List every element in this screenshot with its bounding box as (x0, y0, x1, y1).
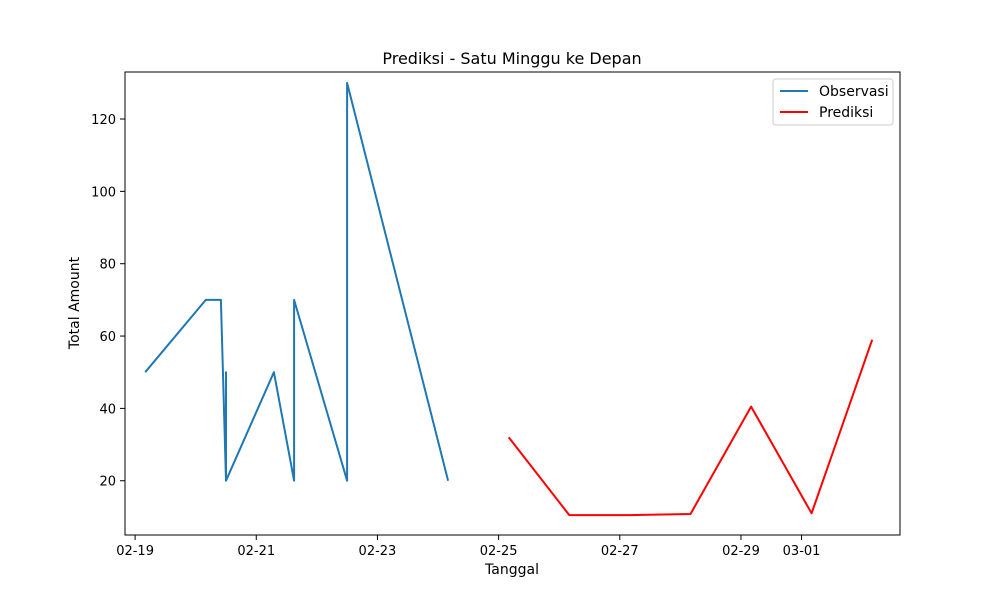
x-tick-label: 03-01 (783, 544, 821, 559)
x-tick-label: 02-25 (480, 544, 518, 559)
x-tick-label: 02-23 (359, 544, 397, 559)
series-layer (144, 81, 874, 517)
series-line-prediksi (507, 339, 874, 517)
x-tick-label: 02-29 (722, 544, 760, 559)
y-tick-label: 100 (91, 185, 116, 200)
y-tick-label: 60 (99, 330, 116, 345)
x-tick-label: 02-27 (601, 544, 639, 559)
y-tick-label: 80 (99, 258, 116, 273)
y-tick-label: 120 (91, 113, 116, 128)
series-line-observasi (144, 81, 450, 482)
chart-title: Prediksi - Satu Minggu ke Depan (382, 49, 641, 68)
legend: Observasi Prediksi (772, 78, 894, 126)
x-tick-label: 02-19 (116, 544, 154, 559)
y-axis-label: Total Amount (67, 256, 83, 350)
x-axis-ticks: 02-19 02-21 02-23 02-25 02-27 02-29 03-01 (116, 535, 820, 559)
y-axis-ticks: 20 40 60 80 100 120 (91, 113, 125, 490)
y-tick-label: 40 (99, 402, 116, 417)
y-tick-label: 20 (99, 475, 116, 490)
x-tick-label: 02-21 (237, 544, 275, 559)
legend-prediksi-label: Prediksi (819, 105, 873, 121)
legend-observasi-label: Observasi (819, 84, 889, 100)
plot-area (124, 71, 901, 536)
x-axis-label: Tanggal (484, 562, 539, 578)
